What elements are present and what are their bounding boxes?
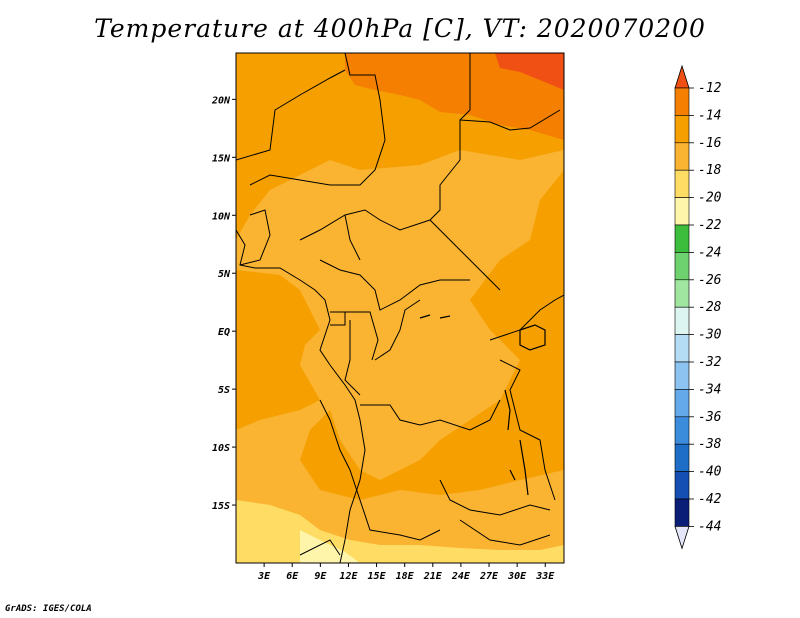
colorbar-swatch — [674, 361, 690, 390]
plot-frame — [235, 52, 565, 564]
lat-tick-label: 10N — [212, 211, 231, 222]
colorbar-label: -20 — [698, 191, 722, 206]
colorbar-swatch — [674, 87, 690, 116]
field-north-12to14 — [345, 53, 564, 140]
colorbar-swatch — [674, 334, 690, 363]
lon-tick-label: 12E — [339, 571, 358, 582]
colorbar-label: -16 — [698, 136, 722, 151]
colorbar-label: -40 — [698, 465, 722, 480]
colorbar-swatch — [674, 142, 690, 171]
country-borders — [236, 53, 564, 556]
colorbar-label: -38 — [698, 437, 722, 452]
lat-tick-label: 15N — [212, 153, 231, 164]
lat-tick-label: 15S — [212, 501, 230, 512]
map-title: Temperature at 400hPa [C], VT: 202007020… — [94, 14, 706, 43]
field-atlantic-14to16 — [236, 270, 320, 430]
colorbar-top-arrow — [674, 64, 690, 89]
colorbar-swatch — [674, 224, 690, 253]
longitude-ticks: 3E 6E 9E 12E 15E 18E 21E 24E 27E 30E 33E — [257, 563, 555, 582]
lat-tick-label: 10S — [212, 443, 230, 454]
colorbar-swatch — [674, 197, 690, 226]
colorbar-label: -26 — [698, 273, 722, 288]
lat-tick-label: 5S — [218, 385, 230, 396]
colorbar-label: -36 — [698, 410, 722, 425]
colorbar-label: -24 — [698, 245, 721, 260]
colorbar-label: -28 — [698, 300, 722, 315]
colorbar-swatch — [674, 389, 690, 418]
lon-tick-label: 9E — [314, 571, 327, 582]
colorbar-label: -34 — [698, 382, 721, 397]
lon-tick-label: 30E — [507, 571, 527, 582]
colorbar-swatch — [674, 279, 690, 308]
lon-tick-label: 24E — [451, 571, 471, 582]
colorbar-swatch — [674, 169, 690, 198]
colorbar-swatch — [674, 471, 690, 500]
lat-tick-label: 20N — [211, 95, 231, 106]
field-east-14to16 — [300, 170, 564, 500]
temperature-field — [236, 53, 564, 563]
colorbar-swatch — [674, 443, 690, 472]
lat-tick-label: 5N — [218, 269, 231, 280]
colorbar-swatch — [674, 416, 690, 445]
lat-tick-label: EQ — [218, 327, 230, 338]
lon-tick-label: 15E — [368, 571, 387, 582]
colorbar-label: -22 — [698, 218, 722, 233]
colorbar-label: -42 — [698, 492, 722, 507]
lon-tick-label: 18E — [396, 571, 415, 582]
colorbar-bottom-arrow — [674, 526, 690, 550]
coastline — [236, 229, 366, 563]
colorbar-label: -12 — [698, 81, 722, 96]
latitude-ticks: 20N 15N 10N 5N EQ 5S 10S 15S — [211, 95, 236, 512]
colorbar-swatch — [674, 498, 690, 527]
colorbar-swatch — [674, 252, 690, 281]
lon-tick-label: 6E — [286, 571, 299, 582]
colorbar-label: -30 — [698, 328, 722, 343]
colorbar-label: -44 — [698, 519, 721, 534]
field-northeast-12 — [495, 53, 564, 90]
lon-tick-label: 3E — [257, 571, 271, 582]
lon-tick-label: 21E — [423, 571, 443, 582]
field-southwest-22to20 — [300, 530, 360, 563]
colorbar-swatch — [674, 306, 690, 335]
grads-credit: GrADS: IGES/COLA — [5, 604, 92, 614]
lakes — [419, 314, 546, 496]
colorbar-label: -14 — [698, 108, 721, 123]
lon-tick-label: 33E — [535, 571, 555, 582]
colorbar: -12 -14 -16 -18 -20 -22 -24 -26 -28 -30 -32 -34 -36 -… — [674, 64, 722, 550]
colorbar-swatch — [674, 115, 690, 144]
colorbar-label: -18 — [698, 163, 722, 178]
lon-tick-label: 27E — [479, 571, 499, 582]
colorbar-label: -32 — [698, 355, 722, 370]
